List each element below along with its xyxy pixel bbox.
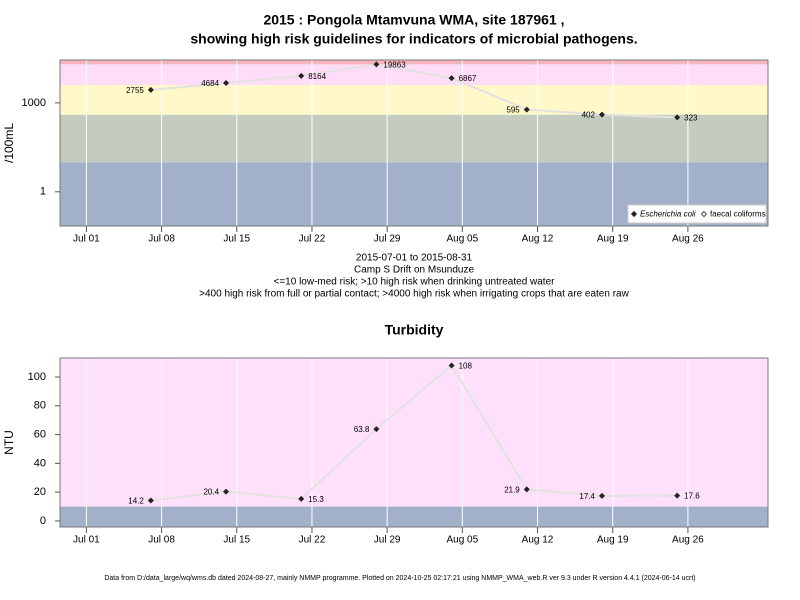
data-label: 8164 xyxy=(308,72,326,81)
data-point xyxy=(223,488,230,495)
data-point xyxy=(598,111,605,118)
y-tick-label: 0 xyxy=(40,515,46,527)
plot-frame xyxy=(59,357,769,528)
chart-title: 2015 : Pongola Mtamvuna WMA, site 187961… xyxy=(263,12,564,28)
y-tick-label: 40 xyxy=(34,457,46,469)
x-tick-label: Aug 12 xyxy=(522,535,554,546)
legend-box xyxy=(627,204,767,224)
x-tick-label: Aug 26 xyxy=(672,535,704,546)
y-tick-label: 1 xyxy=(40,186,46,198)
y-axis-label: NTU xyxy=(2,430,16,455)
data-point xyxy=(147,497,154,504)
data-label: 2755 xyxy=(126,86,144,95)
data-point xyxy=(373,61,380,68)
y-tick-label: 60 xyxy=(34,428,46,440)
data-label: 17.6 xyxy=(684,492,700,501)
x-tick-label: Jul 22 xyxy=(299,234,326,245)
data-label: 63.8 xyxy=(354,425,370,434)
y-tick-label: 80 xyxy=(34,400,46,412)
data-label: 4684 xyxy=(201,79,219,88)
data-label: 15.3 xyxy=(308,495,324,504)
risk-band xyxy=(60,85,768,115)
x-tick-label: Aug 12 xyxy=(522,234,554,245)
data-point xyxy=(523,106,530,113)
data-label: 21.9 xyxy=(504,486,520,495)
data-point xyxy=(674,492,681,499)
legend-label: faecal coliforms xyxy=(710,210,766,219)
y-tick-label: 1000 xyxy=(22,97,46,109)
data-label: 6867 xyxy=(459,74,477,83)
data-point xyxy=(373,426,380,433)
legend-marker xyxy=(630,210,638,218)
data-label: 20.4 xyxy=(203,488,219,497)
chart-note: >400 high risk from full or partial cont… xyxy=(199,289,629,300)
x-tick-label: Aug 05 xyxy=(446,234,478,245)
risk-band xyxy=(60,506,768,527)
risk-band xyxy=(60,358,768,507)
x-tick-label: Aug 19 xyxy=(597,234,629,245)
data-point xyxy=(448,75,455,82)
series-line xyxy=(150,63,678,119)
chart-note: 2015-07-01 to 2015-08-31 xyxy=(356,253,473,264)
x-tick-label: Jul 08 xyxy=(148,535,175,546)
chart-note: <=10 low-med risk; >10 high risk when dr… xyxy=(274,277,556,288)
data-label: 402 xyxy=(582,111,596,120)
x-tick-label: Jul 15 xyxy=(223,234,250,245)
data-label: 108 xyxy=(459,362,473,371)
risk-band xyxy=(60,114,768,163)
risk-band xyxy=(60,64,768,86)
x-tick-label: Aug 26 xyxy=(672,234,704,245)
x-tick-label: Jul 15 xyxy=(223,535,250,546)
legend-label: Escherichia coli xyxy=(640,210,696,219)
chart-note: Camp S Drift on Msunduze xyxy=(354,265,474,276)
data-label: 323 xyxy=(684,114,698,123)
x-tick-label: Jul 22 xyxy=(299,535,326,546)
data-label: 19863 xyxy=(383,61,406,70)
x-tick-label: Aug 19 xyxy=(597,535,629,546)
y-tick-label: 20 xyxy=(34,486,46,498)
data-point xyxy=(674,114,681,121)
data-label: 595 xyxy=(506,106,520,115)
data-point xyxy=(598,492,605,499)
y-axis-label: /100mL xyxy=(2,123,16,163)
chart-title: Turbidity xyxy=(385,322,444,338)
x-tick-label: Jul 29 xyxy=(374,535,401,546)
data-point xyxy=(448,362,455,369)
data-point xyxy=(147,86,154,93)
x-tick-label: Jul 08 xyxy=(148,234,175,245)
data-point xyxy=(223,80,230,87)
legend-marker xyxy=(700,210,708,218)
data-label: 14.2 xyxy=(128,497,144,506)
x-tick-label: Jul 01 xyxy=(73,234,100,245)
x-tick-label: Jul 29 xyxy=(374,234,401,245)
series-line xyxy=(150,363,678,502)
footer: Data from D:/data_large/wq/wms.db dated … xyxy=(104,575,695,582)
plot-frame xyxy=(59,59,769,227)
x-tick-label: Jul 01 xyxy=(73,535,100,546)
data-point xyxy=(298,72,305,79)
x-tick-label: Aug 05 xyxy=(446,535,478,546)
data-point xyxy=(523,486,530,493)
y-tick-label: 100 xyxy=(28,371,46,383)
risk-band xyxy=(60,60,768,65)
data-label: 17.4 xyxy=(579,492,595,501)
chart-title: showing high risk guidelines for indicat… xyxy=(190,31,637,47)
data-point xyxy=(298,495,305,502)
